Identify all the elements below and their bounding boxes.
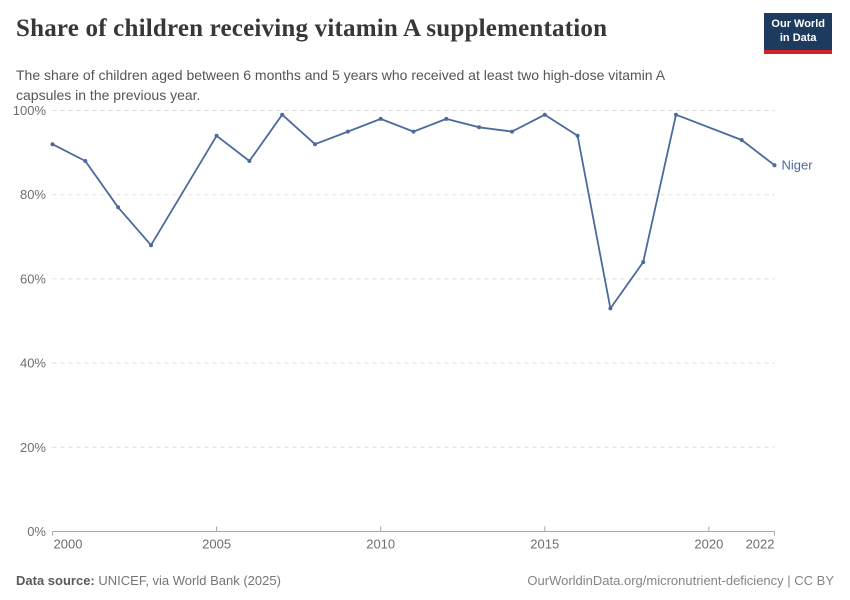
data-source-text: UNICEF, via World Bank (2025) — [98, 573, 281, 588]
data-point-2021 — [739, 138, 744, 142]
x-axis-tick-label: 2000 — [54, 537, 83, 552]
data-point-2015 — [542, 112, 547, 117]
data-point-2005 — [214, 133, 219, 138]
y-axis-tick-label: 80% — [20, 187, 46, 202]
license-link[interactable]: OurWorldinData.org/micronutrient-deficie… — [527, 573, 834, 588]
x-axis-tick-label: 2010 — [366, 537, 395, 552]
owid-logo-line2: in Data — [779, 31, 817, 44]
x-axis-tick-label: 2022 — [746, 537, 775, 552]
data-point-2003 — [149, 243, 153, 248]
data-point-2014 — [510, 129, 514, 134]
entity-label-niger: Niger — [782, 158, 814, 173]
data-point-2019 — [674, 112, 678, 117]
data-point-2018 — [641, 260, 646, 265]
data-point-2017 — [608, 306, 613, 311]
data-point-2008 — [313, 142, 317, 147]
x-axis-tick-label: 2015 — [530, 537, 559, 552]
data-source-note: Data source: UNICEF, via World Bank (202… — [16, 573, 281, 588]
data-point-2007 — [280, 112, 285, 117]
y-axis-tick-label: 100% — [13, 103, 47, 118]
chart-subtitle: The share of children aged between 6 mon… — [16, 67, 665, 104]
y-axis-tick-label: 0% — [27, 524, 46, 539]
data-point-2009 — [345, 129, 350, 134]
x-axis-tick-label: 2020 — [694, 537, 723, 552]
data-point-2010 — [378, 116, 383, 121]
y-axis-tick-label: 20% — [20, 440, 46, 455]
owid-logo[interactable]: Our World in Data — [764, 13, 832, 54]
data-point-2022 — [772, 163, 777, 168]
owid-logo-line1: Our World — [771, 18, 825, 30]
data-point-2013 — [477, 125, 482, 130]
data-point-2001 — [83, 159, 88, 163]
y-axis-tick-label: 40% — [20, 356, 46, 371]
data-point-2012 — [444, 116, 449, 121]
chart-footer: Data source: UNICEF, via World Bank (202… — [16, 573, 834, 588]
data-point-2000 — [50, 142, 55, 147]
data-point-2002 — [116, 205, 121, 210]
data-point-2006 — [247, 159, 252, 163]
x-axis-tick-label: 2005 — [202, 537, 231, 552]
y-axis-tick-label: 60% — [20, 271, 46, 286]
data-point-2011 — [411, 129, 416, 134]
data-source-label: Data source: — [16, 573, 95, 588]
page-title: Share of children receiving vitamin A su… — [16, 15, 608, 42]
data-point-2016 — [575, 133, 580, 138]
